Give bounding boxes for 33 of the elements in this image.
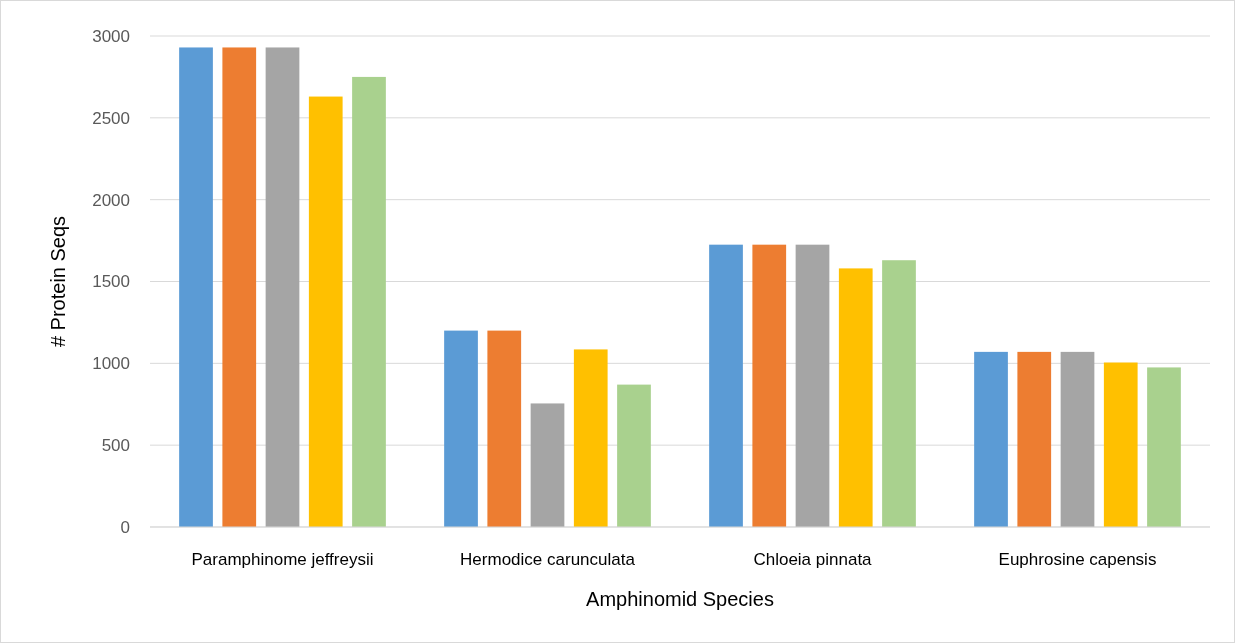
y-tick-label: 2000 — [92, 190, 130, 210]
y-tick-label: 500 — [101, 436, 130, 456]
bar — [617, 384, 651, 527]
bar — [709, 244, 743, 527]
bar — [179, 47, 213, 527]
x-axis-title: Amphinomid Species — [586, 588, 774, 610]
bar — [795, 244, 830, 527]
x-tick-label: Chloeia pinnata — [753, 550, 873, 569]
y-tick-label: 1000 — [92, 354, 130, 374]
bar — [444, 330, 478, 527]
bar — [752, 244, 787, 527]
x-tick-label: Euphrosine capensis — [998, 550, 1157, 569]
x-tick-label: Paramphinome jeffreysii — [191, 550, 374, 569]
bar — [308, 96, 343, 527]
bar — [352, 76, 386, 527]
bar — [222, 47, 257, 527]
bar — [882, 260, 916, 527]
bar — [1060, 351, 1095, 527]
bar — [487, 330, 522, 527]
y-tick-label: 2500 — [92, 108, 130, 128]
bar — [1017, 351, 1052, 527]
bar — [1147, 367, 1181, 527]
y-tick-label: 1500 — [92, 272, 130, 292]
bar — [1103, 362, 1138, 527]
bar — [974, 351, 1008, 527]
bar — [838, 268, 873, 527]
y-axis-title: # Protein Seqs — [47, 215, 69, 348]
bar — [530, 403, 565, 527]
bar — [573, 349, 608, 527]
y-tick-label: 0 — [120, 517, 130, 537]
bar — [265, 47, 300, 527]
y-tick-label: 3000 — [92, 26, 130, 46]
x-tick-label: Hermodice carunculata — [460, 550, 636, 569]
